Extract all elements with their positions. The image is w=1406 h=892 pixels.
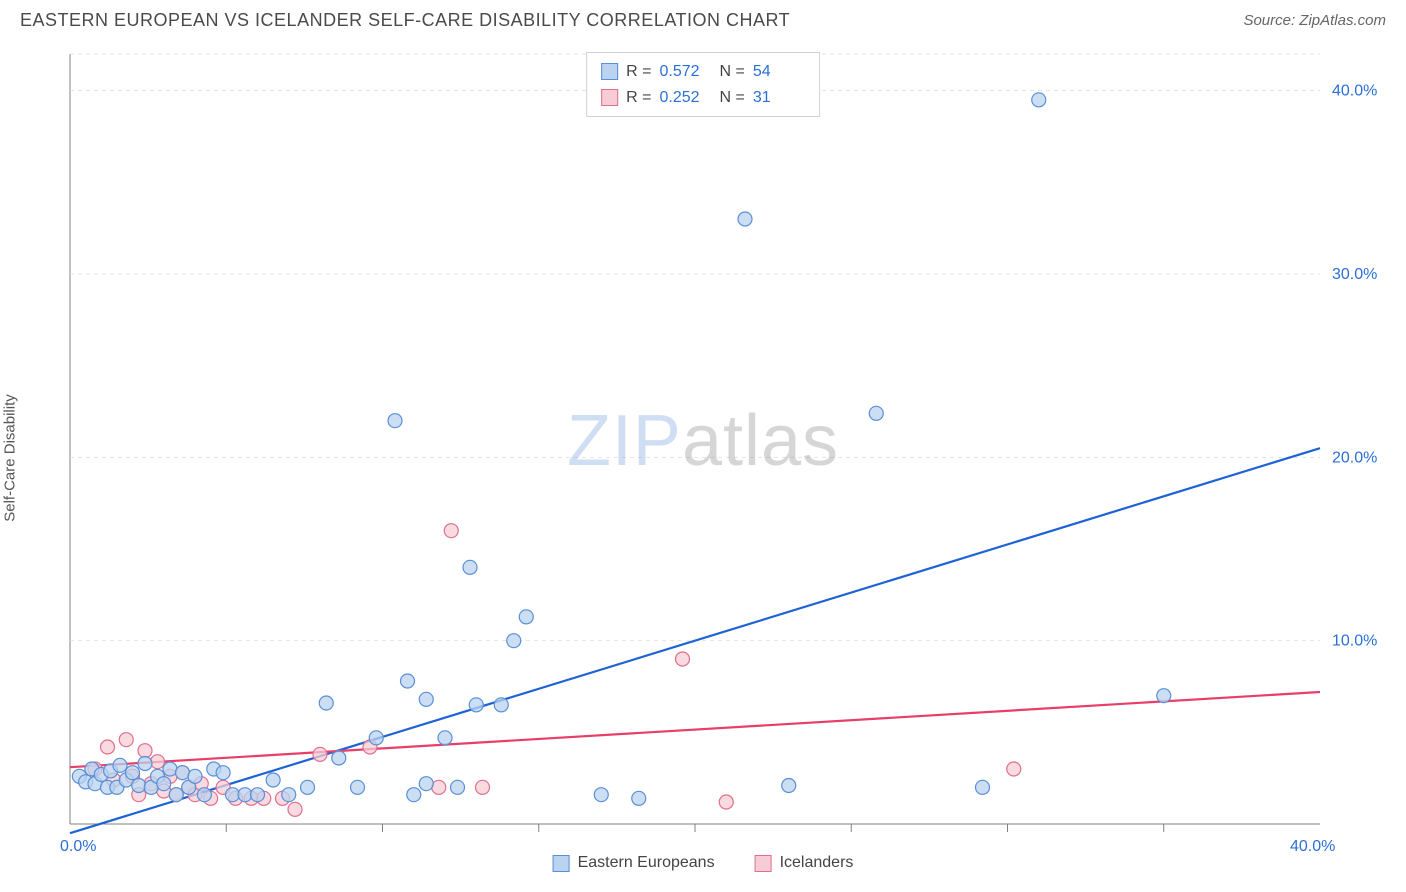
legend-swatch-1: [601, 89, 618, 106]
legend-n-label: N =: [720, 59, 745, 85]
chart-source: Source: ZipAtlas.com: [1243, 12, 1386, 29]
y-axis-label: Self-Care Disability: [2, 394, 19, 522]
legend-r-value-0: 0.572: [660, 59, 712, 85]
legend-item-1: Icelanders: [755, 854, 854, 872]
legend-row-series-0: R = 0.572 N = 54: [601, 59, 805, 85]
chart-area: Self-Care Disability 10.0%20.0%30.0%40.0…: [20, 44, 1386, 872]
x-axis-min-label: 0.0%: [60, 838, 96, 856]
scatter-chart: 10.0% 20.0% 30.0% 40.0%: [20, 44, 1386, 872]
legend-r-value-1: 0.252: [660, 85, 712, 111]
legend-r-label: R =: [626, 85, 651, 111]
legend-n-label: N =: [720, 85, 745, 111]
chart-title: EASTERN EUROPEAN VS ICELANDER SELF-CARE …: [20, 10, 790, 31]
legend-r-label: R =: [626, 59, 651, 85]
svg-text:10.0%: 10.0%: [1332, 633, 1377, 650]
legend-item-swatch-0: [553, 855, 570, 872]
legend-n-value-0: 54: [753, 59, 805, 85]
correlation-legend: R = 0.572 N = 54 R = 0.252 N = 31: [586, 52, 820, 117]
series-legend: Eastern Europeans Icelanders: [553, 854, 854, 872]
legend-item-0: Eastern Europeans: [553, 854, 715, 872]
svg-text:20.0%: 20.0%: [1332, 449, 1377, 466]
legend-item-label-0: Eastern Europeans: [578, 854, 715, 872]
svg-text:30.0%: 30.0%: [1332, 266, 1377, 283]
x-axis-max-label: 40.0%: [1290, 838, 1335, 856]
legend-row-series-1: R = 0.252 N = 31: [601, 85, 805, 111]
legend-item-label-1: Icelanders: [780, 854, 854, 872]
legend-n-value-1: 31: [753, 85, 805, 111]
legend-item-swatch-1: [755, 855, 772, 872]
chart-header: EASTERN EUROPEAN VS ICELANDER SELF-CARE …: [0, 0, 1406, 37]
legend-swatch-0: [601, 63, 618, 80]
svg-text:40.0%: 40.0%: [1332, 83, 1377, 100]
